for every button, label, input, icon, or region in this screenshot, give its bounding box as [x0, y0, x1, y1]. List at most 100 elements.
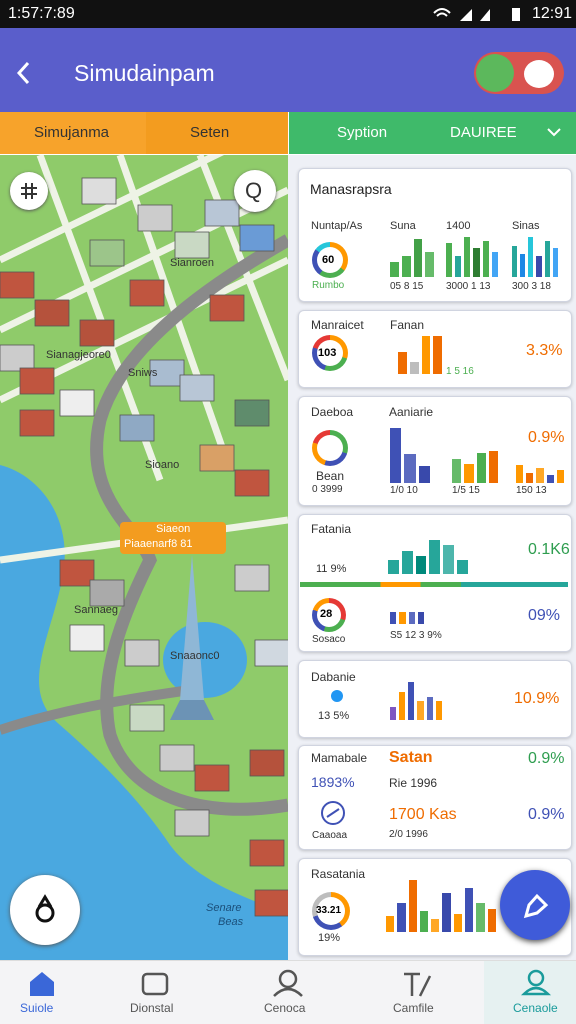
bar-chart [388, 538, 468, 574]
nav-label[interactable]: Cenoca [264, 1001, 306, 1015]
bar [446, 243, 453, 277]
card-value: 0.9% [528, 750, 565, 767]
card-title: Manasrapsra [310, 181, 392, 197]
map-building [69, 624, 105, 652]
nav-label[interactable]: Camfile [393, 1001, 434, 1015]
bar [546, 474, 554, 483]
nav-active-bg [484, 961, 576, 1024]
bar [455, 256, 462, 277]
card-value: 0.9% [528, 429, 565, 446]
back-button[interactable] [14, 60, 34, 86]
fab-button[interactable] [500, 870, 570, 940]
bar [487, 908, 496, 932]
bar [464, 463, 474, 483]
layers-button[interactable] [10, 172, 48, 210]
bar [408, 612, 415, 624]
bar [399, 691, 406, 720]
donut-chart [312, 335, 348, 371]
bar [421, 336, 431, 374]
map-building [209, 294, 245, 322]
map-building [0, 344, 35, 372]
map-building [149, 359, 185, 387]
bar-chart [390, 235, 434, 277]
card-text: Caaoaa [312, 830, 348, 841]
bar-chart [398, 334, 442, 374]
card-icon [331, 690, 343, 702]
card-text: Rie 1996 [389, 776, 438, 790]
city-map[interactable] [0, 155, 288, 960]
donut-chart [312, 598, 346, 632]
card-value: 3.3% [526, 342, 563, 359]
card-text: Nuntap/As [311, 220, 363, 232]
stat-card[interactable] [298, 660, 572, 738]
map-building [59, 389, 95, 417]
card-title: Daeboa [311, 405, 354, 419]
donut-label: 60 [322, 254, 335, 266]
tab-label: Seten [190, 124, 230, 141]
bar [520, 253, 526, 277]
tab[interactable] [289, 112, 576, 154]
bar [452, 459, 462, 483]
bar [398, 352, 407, 374]
bar [401, 256, 411, 277]
stat-card[interactable] [298, 168, 572, 302]
donut-label: 103 [318, 347, 337, 359]
donut-chart [312, 242, 348, 278]
bar [397, 903, 406, 932]
bar [426, 697, 433, 720]
bar [465, 887, 474, 932]
map-building [129, 704, 165, 732]
water-label: Beas [218, 916, 244, 928]
card-text: Fanan [390, 318, 425, 332]
bar-chart [390, 610, 424, 624]
card-text: Aaniarie [389, 405, 434, 419]
bar [528, 237, 534, 277]
tab[interactable] [0, 112, 146, 154]
bar-chart [386, 880, 496, 932]
bar [488, 450, 498, 483]
tab[interactable] [146, 112, 288, 154]
nav-label[interactable]: Cenaole [513, 1001, 558, 1015]
status-bar [0, 0, 576, 28]
bar [418, 465, 430, 483]
bar [453, 913, 463, 932]
map-building [234, 564, 270, 592]
map-building [124, 639, 160, 667]
tab-label: DAUIREE [450, 124, 517, 141]
locate-button[interactable] [10, 875, 80, 945]
bar [516, 464, 524, 483]
card-title: Fatania [311, 522, 352, 536]
map-building [19, 367, 55, 395]
bar [536, 256, 542, 277]
card-icon [321, 801, 345, 825]
bar [415, 556, 427, 574]
map-building [249, 749, 285, 777]
map-building [119, 414, 155, 442]
bar [442, 893, 451, 932]
card-text: 13 5% [318, 710, 350, 722]
search-button[interactable] [234, 170, 276, 212]
grid-icon [21, 183, 37, 199]
map-building [249, 839, 285, 867]
card-text: S5 12 3 9% [390, 630, 442, 641]
nav-label[interactable]: Dionstal [130, 1001, 174, 1015]
bar [552, 247, 558, 277]
bar [390, 612, 397, 624]
nav-label[interactable]: Suiole [20, 1001, 54, 1015]
stat-card[interactable] [298, 745, 572, 850]
bar-chart [446, 235, 498, 277]
header-title: Simudainpam [74, 60, 215, 86]
card-text: 1893% [311, 774, 355, 790]
bar [390, 706, 397, 720]
map-label: Sianagjeore0 [46, 349, 111, 361]
bar [388, 559, 399, 574]
map-building [59, 559, 95, 587]
bar-chart [516, 450, 564, 483]
map-callout[interactable] [120, 522, 226, 554]
card-text: 1/5 15 [452, 485, 480, 496]
map-label: Snaaonc0 [170, 650, 220, 662]
donut-chart [312, 892, 350, 930]
callout-text: Siaeon [156, 523, 191, 535]
card-text: 3000 1 13 [446, 281, 491, 292]
